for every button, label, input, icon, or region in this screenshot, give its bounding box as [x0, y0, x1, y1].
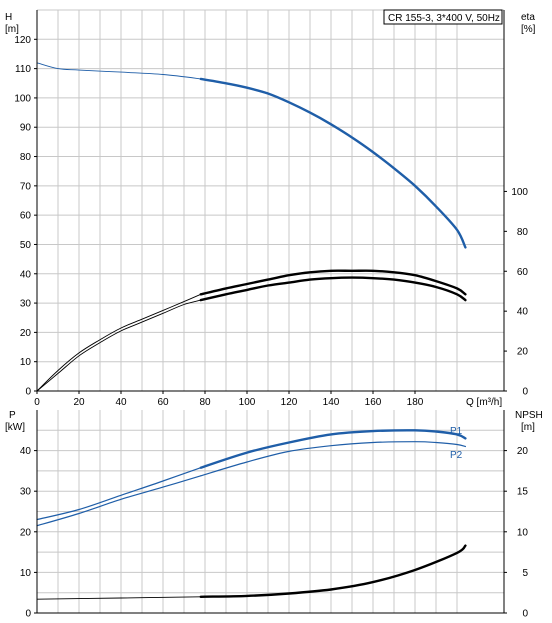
head-efficiency-series-1 [199, 77, 467, 249]
power-npsh-series-0 [36, 467, 202, 521]
y-right-tick-label: 15 [517, 487, 529, 498]
npsh-axis-unit: [m] [521, 422, 535, 433]
y-left-tick-label: 40 [20, 269, 32, 280]
x-tick-label: 180 [407, 397, 424, 408]
power-npsh-series-3 [200, 441, 466, 477]
y-left-tick-label: 120 [14, 35, 31, 46]
y-left-tick-label: 30 [20, 299, 32, 310]
h-axis-unit: [m] [5, 24, 19, 35]
y-left-tick-label: 30 [20, 487, 32, 498]
head-efficiency-series-5 [199, 276, 467, 302]
x-tick-label: 60 [157, 397, 169, 408]
head-efficiency-series-4 [199, 269, 467, 296]
x-tick-label: 0 [34, 397, 40, 408]
axes [34, 10, 507, 614]
power-npsh-series-2 [36, 475, 202, 527]
x-tick-label: 80 [199, 397, 211, 408]
y-right-tick-label: 40 [517, 307, 529, 318]
x-tick-label: 160 [365, 397, 382, 408]
grid [37, 9, 504, 613]
x-tick-label: 40 [115, 397, 127, 408]
y-left-tick-label: 40 [20, 446, 32, 457]
head-efficiency-series-0 [36, 62, 202, 80]
power-npsh-series-1 [199, 429, 467, 469]
power-npsh-series-4 [36, 596, 202, 600]
q-axis-label: Q [m³/h] [466, 397, 502, 408]
p-axis-label: P [9, 410, 16, 421]
y-left-tick-label: 100 [14, 93, 31, 104]
series-label-p2: P2 [450, 450, 463, 461]
x-tick-label: 100 [239, 397, 256, 408]
y-right-tick-label: 80 [517, 227, 529, 238]
y-left-tick-label: 0 [25, 609, 31, 620]
x-tick-label: 120 [281, 397, 298, 408]
curves [36, 62, 467, 600]
y-left-tick-label: 20 [20, 527, 32, 538]
eta-axis-label: eta [521, 12, 535, 23]
head-efficiency-series-2 [36, 293, 202, 392]
y-left-tick-label: 10 [20, 357, 32, 368]
eta-axis-unit: [%] [521, 24, 536, 35]
y-right-tick-label: 5 [522, 568, 528, 579]
npsh-axis-label: NPSH [515, 410, 543, 421]
series-label-p1: P1 [450, 426, 463, 437]
y-left-tick-label: 50 [20, 240, 32, 251]
p-axis-unit: [kW] [5, 422, 25, 433]
chart-title: CR 155-3, 3*400 V, 50Hz [388, 13, 500, 24]
y-left-tick-label: 60 [20, 211, 32, 222]
y-right-tick-label: 10 [517, 527, 529, 538]
h-axis-label: H [5, 12, 12, 23]
y-right-tick-label: 0 [522, 609, 528, 620]
y-left-tick-label: 20 [20, 328, 32, 339]
x-tick-label: 140 [323, 397, 340, 408]
tick-labels: 0102030405060708090100110120020406080100… [14, 35, 528, 620]
y-left-tick-label: 110 [15, 64, 31, 75]
power-npsh-series-5 [199, 544, 467, 598]
y-left-tick-label: 10 [20, 568, 32, 579]
y-left-tick-label: 80 [20, 152, 32, 163]
y-left-tick-label: 70 [20, 181, 32, 192]
y-right-tick-label: 100 [511, 187, 528, 198]
y-left-tick-label: 0 [25, 387, 31, 398]
x-tick-label: 20 [73, 397, 85, 408]
head-efficiency-series-3 [36, 299, 202, 392]
y-right-tick-label: 60 [517, 267, 529, 278]
y-left-tick-label: 90 [20, 123, 32, 134]
title-box [383, 9, 503, 25]
y-right-tick-label: 20 [517, 446, 529, 457]
y-right-tick-label: 0 [522, 387, 528, 398]
y-right-tick-label: 20 [517, 347, 529, 358]
